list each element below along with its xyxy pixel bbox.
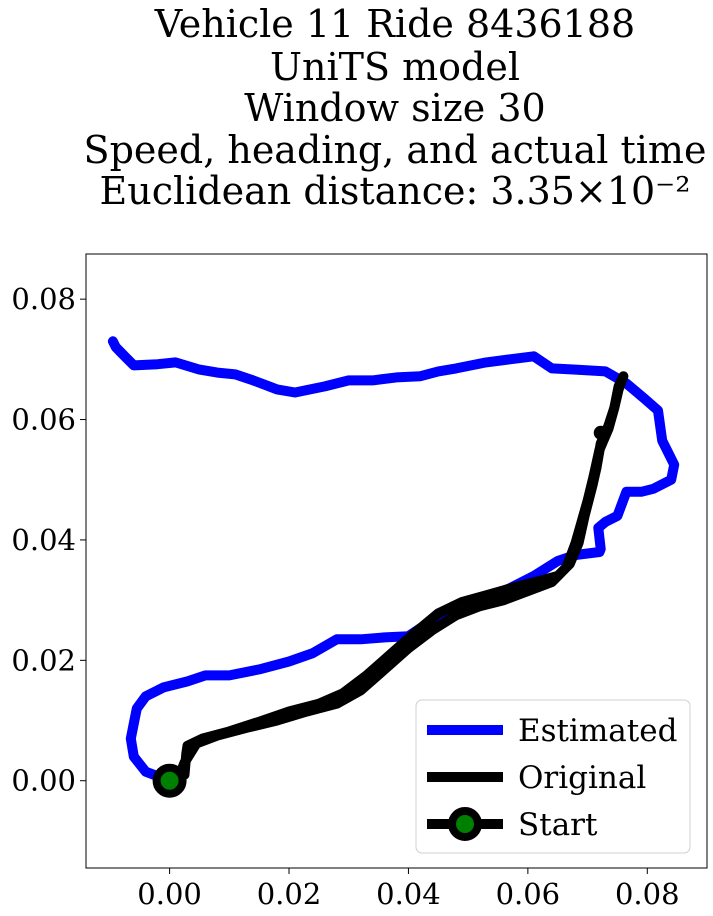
series-layer	[107, 336, 680, 798]
legend: Estimated Original Start	[415, 699, 691, 854]
title-line-4: Speed, heading, and actual time	[84, 128, 707, 172]
axes-frame	[85, 253, 708, 869]
axis-layer: 0.00 0.02 0.04 0.06 0.08 0.00 0.02 0.04 0.06 0.08	[11, 253, 708, 911]
x-tick-label: 0.00	[137, 877, 202, 911]
x-tick-label: 0.08	[615, 877, 680, 911]
title-line-3: Window size 30	[244, 86, 545, 130]
trajectory-end-marker	[593, 425, 608, 440]
title-line-5: Euclidean distance: 3.35×10⁻²	[100, 169, 691, 213]
chart-title: Vehicle 11 Ride 8436188 UniTS model Wind…	[84, 2, 707, 213]
series-line-original	[164, 371, 629, 786]
series-line-estimated	[107, 336, 680, 786]
y-tick-label: 0.04	[11, 523, 76, 557]
legend-label-start: Start	[518, 807, 598, 843]
legend-label-estimated: Estimated	[518, 713, 677, 749]
title-line-2: UniTS model	[270, 45, 520, 89]
y-tick-label: 0.02	[11, 643, 76, 677]
x-tick-label: 0.06	[496, 877, 561, 911]
legend-label-original: Original	[518, 760, 646, 796]
y-tick-label: 0.06	[11, 403, 76, 437]
y-tick-label: 0.00	[11, 764, 76, 798]
start-marker	[152, 763, 187, 798]
y-tick-label: 0.08	[11, 282, 76, 316]
title-line-1: Vehicle 11 Ride 8436188	[154, 2, 635, 46]
legend-box	[415, 699, 691, 854]
x-tick-label: 0.02	[257, 877, 322, 911]
legend-marker-start	[448, 807, 482, 841]
x-tick-label: 0.04	[376, 877, 441, 911]
